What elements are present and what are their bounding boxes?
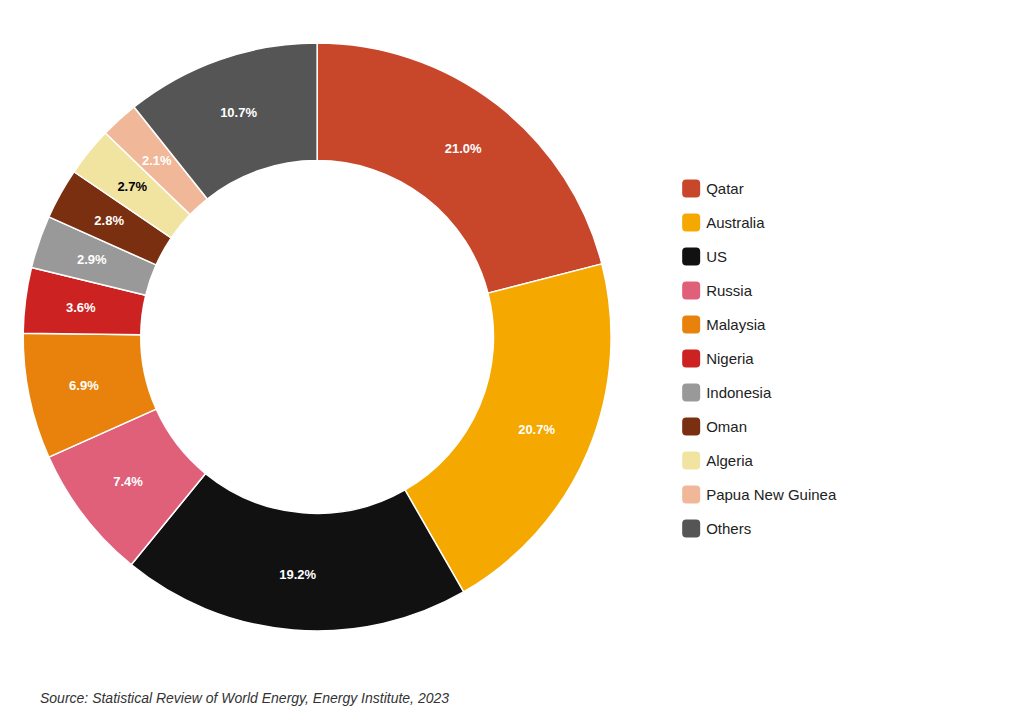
svg-text:6.9%: 6.9%: [69, 378, 99, 393]
svg-text:10.7%: 10.7%: [220, 105, 257, 120]
svg-text:2.8%: 2.8%: [94, 213, 124, 228]
svg-text:Russia: Russia: [706, 282, 753, 299]
svg-text:Oman: Oman: [706, 418, 747, 435]
svg-text:Algeria: Algeria: [706, 452, 753, 469]
svg-text:Nigeria: Nigeria: [706, 350, 754, 367]
svg-text:Indonesia: Indonesia: [706, 384, 772, 401]
svg-text:Malaysia: Malaysia: [706, 316, 766, 333]
svg-text:Australia: Australia: [706, 214, 765, 231]
svg-text:20.7%: 20.7%: [518, 422, 555, 437]
svg-text:Others: Others: [706, 520, 751, 537]
svg-text:2.7%: 2.7%: [117, 179, 147, 194]
svg-text:2.9%: 2.9%: [77, 252, 107, 267]
svg-text:2.1%: 2.1%: [142, 153, 172, 168]
svg-text:Qatar: Qatar: [706, 180, 744, 197]
svg-text:Source: Statistical Review of: Source: Statistical Review of World Ener…: [40, 690, 449, 706]
svg-text:Papua New Guinea: Papua New Guinea: [706, 486, 837, 503]
svg-text:19.2%: 19.2%: [279, 567, 316, 582]
svg-text:US: US: [706, 248, 727, 265]
svg-text:21.0%: 21.0%: [445, 141, 482, 156]
svg-text:3.6%: 3.6%: [66, 300, 96, 315]
svg-text:7.4%: 7.4%: [113, 474, 143, 489]
